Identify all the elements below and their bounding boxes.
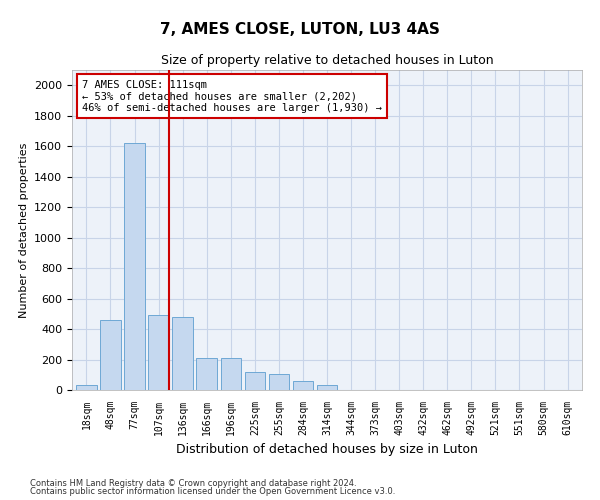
Bar [245, 372, 265, 390]
Text: Contains public sector information licensed under the Open Government Licence v3: Contains public sector information licen… [30, 487, 395, 496]
Bar [269, 374, 289, 390]
Text: Contains HM Land Registry data © Crown copyright and database right 2024.: Contains HM Land Registry data © Crown c… [30, 478, 356, 488]
Text: 7 AMES CLOSE: 111sqm
← 53% of detached houses are smaller (2,202)
46% of semi-de: 7 AMES CLOSE: 111sqm ← 53% of detached h… [82, 80, 382, 113]
Bar [221, 358, 241, 390]
Bar [76, 386, 97, 390]
Text: 7, AMES CLOSE, LUTON, LU3 4AS: 7, AMES CLOSE, LUTON, LU3 4AS [160, 22, 440, 38]
Y-axis label: Number of detached properties: Number of detached properties [19, 142, 29, 318]
Bar [317, 384, 337, 390]
X-axis label: Distribution of detached houses by size in Luton: Distribution of detached houses by size … [176, 444, 478, 456]
Bar [124, 143, 145, 390]
Title: Size of property relative to detached houses in Luton: Size of property relative to detached ho… [161, 54, 493, 68]
Bar [100, 320, 121, 390]
Bar [196, 358, 217, 390]
Bar [148, 316, 169, 390]
Bar [293, 381, 313, 390]
Bar [172, 317, 193, 390]
